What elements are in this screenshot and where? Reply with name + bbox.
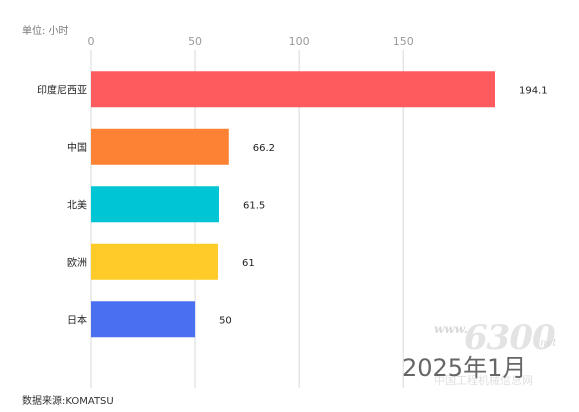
watermark: www. 6300 net 中国工程机械信息网: [430, 316, 560, 391]
x-tick-label: 150: [393, 35, 414, 48]
watermark-number: 6300: [464, 318, 556, 358]
x-tick-label: 50: [188, 35, 202, 48]
category-label: 日本: [67, 313, 87, 326]
watermark-www: www.: [434, 322, 468, 336]
value-label: 66.2: [253, 143, 275, 154]
watermark-site: 中国工程机械信息网: [434, 374, 533, 387]
category-label: 北美: [67, 198, 87, 211]
category-label: 印度尼西亚: [37, 83, 87, 96]
unit-label: 单位: 小时: [22, 26, 69, 37]
source-label: 数据来源:KOMATSU: [22, 396, 114, 407]
x-tick-label: 100: [289, 35, 310, 48]
x-axis-ticks: 0 50 100 150: [88, 35, 414, 48]
value-label: 194.1: [519, 85, 548, 96]
watermark-net: net: [540, 338, 557, 349]
bar: [91, 186, 220, 223]
value-label: 50: [219, 315, 232, 326]
bars: 印度尼西亚 194.1 中国 66.2 北美 61.5 欧洲 61 日本 50: [37, 71, 548, 338]
x-tick-label: 0: [88, 35, 95, 48]
bar: [91, 243, 218, 280]
bar: [91, 71, 495, 108]
category-label: 中国: [67, 141, 87, 154]
category-label: 欧洲: [67, 257, 87, 269]
value-label: 61.5: [243, 200, 265, 211]
bar: [91, 301, 196, 338]
bar: [91, 128, 229, 165]
period-label: 2025年1月: [402, 354, 527, 382]
value-label: 61: [242, 258, 255, 269]
